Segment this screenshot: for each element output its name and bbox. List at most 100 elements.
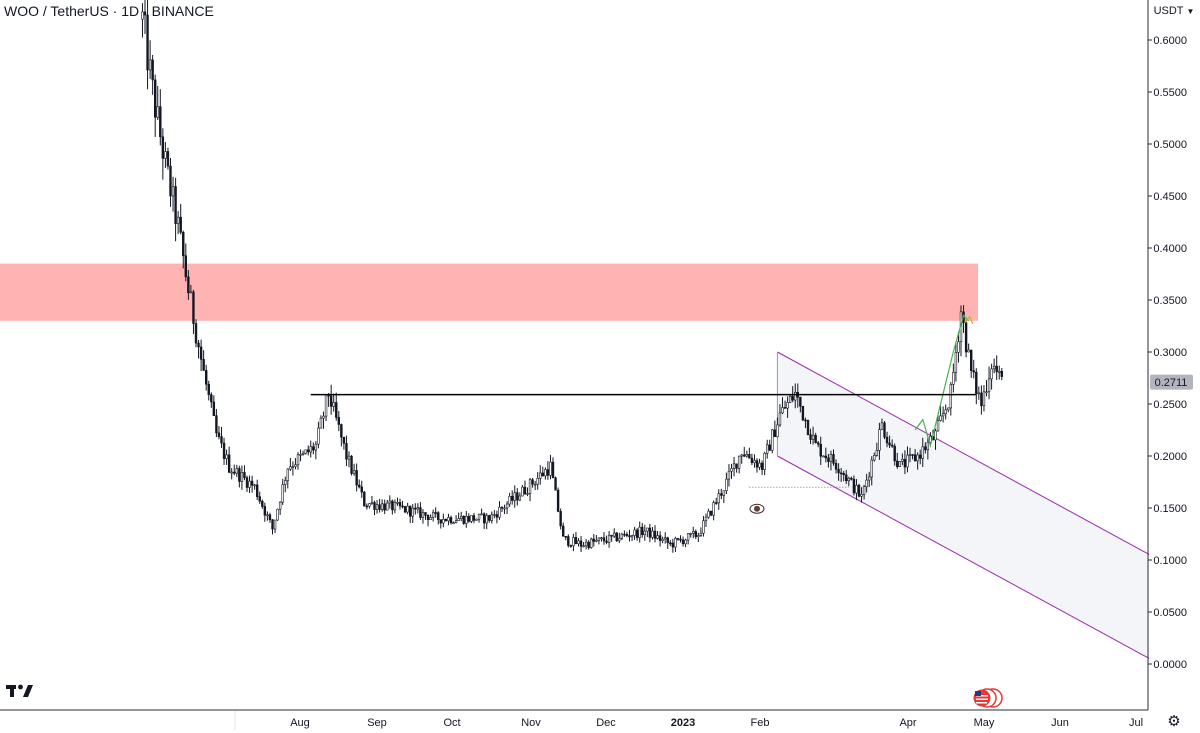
candle: [717, 489, 720, 510]
candle-body: [806, 419, 810, 435]
candle: [243, 465, 246, 481]
candle: [582, 542, 585, 548]
candle-body: [776, 424, 779, 438]
candle-body: [457, 518, 460, 521]
interval-label[interactable]: 1D: [121, 3, 140, 19]
candle-body: [510, 496, 514, 501]
candle-body: [340, 424, 343, 438]
candle: [995, 355, 998, 380]
candle: [952, 363, 955, 393]
candle-body: [171, 186, 175, 197]
candle: [148, 40, 152, 79]
candle: [273, 519, 277, 533]
us-flag-icon[interactable]: [973, 688, 1003, 708]
candle: [276, 508, 279, 521]
candle-body: [286, 468, 289, 481]
candle-body: [217, 432, 221, 437]
candle: [296, 452, 300, 470]
time-tick-label: Dec: [596, 717, 616, 729]
candle: [278, 501, 282, 515]
price-axis-panel[interactable]: [1149, 0, 1200, 710]
candle-body: [788, 395, 792, 403]
candle: [429, 514, 432, 521]
candle-body: [694, 531, 698, 538]
candle-body: [345, 442, 348, 460]
candle-body: [421, 512, 425, 518]
candle-body: [294, 464, 297, 467]
candle-body: [572, 537, 575, 547]
candle: [408, 505, 412, 523]
candle-body: [602, 537, 606, 542]
candle-body: [148, 59, 152, 71]
candle-body: [431, 512, 435, 518]
candle: [623, 530, 626, 537]
candle-body: [411, 507, 414, 517]
candle-body: [709, 510, 713, 516]
candle-body: [689, 533, 692, 535]
candle-body: [396, 502, 399, 504]
candle: [467, 513, 471, 523]
candle: [998, 365, 1001, 380]
channel-fill: [777, 352, 1200, 687]
gear-icon[interactable]: ⚙: [1167, 713, 1181, 730]
candle-body: [309, 446, 312, 453]
symbol-name[interactable]: WOO: [4, 3, 39, 19]
candle-body: [508, 496, 511, 505]
candle: [763, 451, 766, 476]
candle-body: [964, 322, 968, 353]
candle: [850, 476, 853, 481]
candle: [357, 479, 361, 489]
candle: [653, 525, 657, 543]
candle-body: [551, 461, 555, 479]
candle-body: [375, 504, 379, 510]
candle: [559, 508, 562, 530]
candle: [194, 319, 198, 348]
candle: [845, 469, 848, 484]
candle-body: [503, 507, 506, 510]
candle: [378, 498, 381, 513]
candle: [225, 449, 228, 465]
candle: [584, 539, 588, 550]
candle-body: [500, 506, 504, 509]
candle: [421, 509, 425, 524]
candle-body: [765, 444, 769, 454]
candle-body: [447, 517, 450, 522]
tradingview-logo-icon[interactable]: [6, 682, 38, 700]
candle: [480, 508, 483, 516]
candle-body: [791, 395, 794, 401]
candle: [281, 478, 284, 505]
candle: [852, 475, 856, 496]
candle: [567, 534, 570, 548]
candle: [669, 539, 672, 547]
candle-body: [546, 469, 550, 476]
candle: [419, 502, 422, 520]
candle: [240, 465, 244, 490]
candle: [842, 470, 845, 482]
candle: [794, 383, 797, 409]
candle: [707, 508, 710, 519]
candle-body: [319, 417, 323, 429]
candle: [867, 471, 871, 488]
candle-body: [414, 507, 417, 510]
candle-body: [485, 515, 488, 524]
candle: [799, 396, 802, 413]
candle: [217, 426, 221, 440]
last-price-tag-bg: [1150, 374, 1193, 390]
price-axis-ticks: 0.6000 0.5500 0.5000 0.4500 0.4000 0.3500 0.30…: [1148, 35, 1187, 671]
candle: [309, 440, 312, 458]
candle: [964, 319, 968, 358]
candle: [918, 449, 922, 465]
candle: [926, 436, 930, 460]
symbol-header[interactable]: WOO / TetherUS · 1D · BINANCE: [4, 3, 214, 19]
time-tick-label: Jun: [1051, 717, 1069, 729]
candle-body: [758, 462, 761, 468]
candle-body: [164, 151, 167, 159]
candle-body: [227, 454, 231, 473]
candle: [528, 478, 532, 502]
candle-body: [482, 513, 486, 524]
candle-body: [666, 537, 669, 544]
candle-body: [975, 371, 978, 394]
time-axis-panel[interactable]: [0, 711, 1148, 730]
currency-dropdown[interactable]: USDT ▼: [1150, 2, 1198, 20]
